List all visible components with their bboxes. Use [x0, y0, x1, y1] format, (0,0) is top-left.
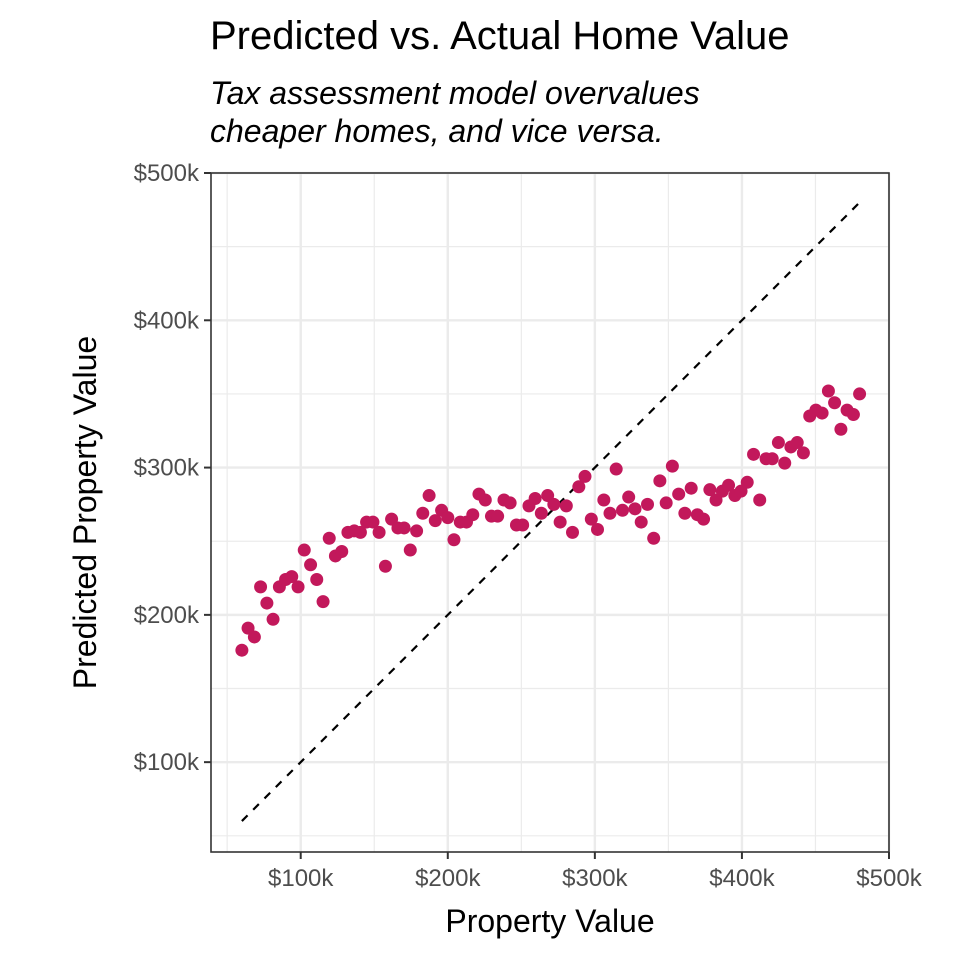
data-points — [235, 384, 867, 657]
data-point — [634, 515, 648, 529]
data-point — [616, 503, 630, 517]
data-point — [410, 524, 424, 538]
data-point — [428, 514, 442, 528]
identity-dashed-line — [241, 201, 861, 822]
data-point — [591, 522, 605, 536]
data-point — [753, 493, 767, 507]
y-tick-label: $400k — [134, 307, 200, 334]
data-point — [266, 612, 280, 626]
data-point — [310, 573, 324, 587]
data-point — [846, 408, 860, 422]
data-point — [765, 452, 779, 466]
data-point — [478, 493, 492, 507]
data-point — [796, 446, 810, 460]
data-point — [572, 480, 586, 494]
data-point — [403, 543, 417, 557]
data-point — [534, 506, 548, 520]
data-point — [372, 525, 386, 539]
data-point — [441, 511, 455, 525]
data-point — [322, 531, 336, 545]
data-point — [304, 558, 318, 572]
y-tick-label: $200k — [134, 602, 200, 629]
data-point — [247, 630, 261, 644]
data-point — [672, 487, 686, 501]
x-tick-label: $400k — [709, 865, 775, 892]
x-axis: $100k $200k $300k $400k $500k — [268, 852, 923, 892]
chart-subtitle-line-1: Tax assessment model overvalues — [210, 75, 700, 111]
data-point — [316, 595, 330, 609]
data-point — [559, 499, 573, 513]
data-point — [553, 515, 567, 529]
data-point — [678, 506, 692, 520]
data-point — [584, 512, 598, 526]
chart-subtitle: Tax assessment model overvalues cheaper … — [210, 74, 700, 150]
data-point — [853, 387, 867, 401]
x-tick-label: $500k — [856, 865, 922, 892]
data-point — [578, 469, 592, 483]
data-point — [397, 521, 411, 535]
data-point — [254, 580, 268, 594]
data-point — [416, 506, 430, 520]
data-point — [653, 474, 667, 488]
data-point — [603, 506, 617, 520]
data-point — [503, 496, 517, 510]
chart-subtitle-line-2: cheaper homes, and vice versa. — [210, 113, 664, 149]
data-point — [647, 531, 661, 545]
chart-title: Predicted vs. Actual Home Value — [210, 14, 790, 58]
data-point — [297, 543, 311, 557]
data-point — [378, 559, 392, 573]
data-point — [722, 478, 736, 492]
reference-line — [241, 201, 861, 822]
data-point — [622, 490, 636, 504]
panel-border — [210, 172, 890, 853]
data-point — [665, 459, 679, 473]
data-point — [566, 525, 580, 539]
data-point — [447, 533, 461, 547]
data-point — [821, 384, 835, 398]
data-point — [778, 456, 792, 470]
data-point — [366, 515, 380, 529]
data-point — [528, 492, 542, 506]
minor-gridlines — [211, 173, 889, 852]
data-point — [834, 422, 848, 436]
data-point — [703, 483, 717, 497]
data-point — [747, 447, 761, 461]
data-point — [235, 643, 249, 657]
y-axis: $100k $200k $300k $400k $500k — [134, 160, 211, 776]
data-point — [466, 508, 480, 522]
y-tick-label: $100k — [134, 749, 200, 776]
x-axis-title: Property Value — [445, 903, 654, 939]
y-axis-title: Predicted Property Value — [67, 336, 103, 689]
data-point — [641, 497, 655, 511]
data-point — [260, 596, 274, 610]
data-point — [609, 462, 623, 476]
x-tick-label: $300k — [562, 865, 628, 892]
y-tick-label: $500k — [134, 160, 200, 187]
data-point — [684, 481, 698, 495]
data-point — [291, 580, 305, 594]
data-point — [697, 512, 711, 526]
data-point — [516, 518, 530, 532]
data-point — [828, 396, 842, 410]
data-point — [335, 545, 349, 559]
data-point — [353, 525, 367, 539]
data-point — [547, 497, 561, 511]
data-point — [771, 436, 785, 450]
data-point — [659, 496, 673, 510]
data-point — [422, 489, 436, 503]
data-point — [285, 570, 299, 584]
x-tick-label: $100k — [268, 865, 334, 892]
data-point — [491, 509, 505, 523]
data-point — [790, 436, 804, 450]
data-point — [815, 406, 829, 420]
x-tick-label: $200k — [415, 865, 481, 892]
y-tick-label: $300k — [134, 455, 200, 482]
data-point — [597, 493, 611, 507]
data-point — [740, 475, 754, 489]
data-point — [628, 502, 642, 516]
